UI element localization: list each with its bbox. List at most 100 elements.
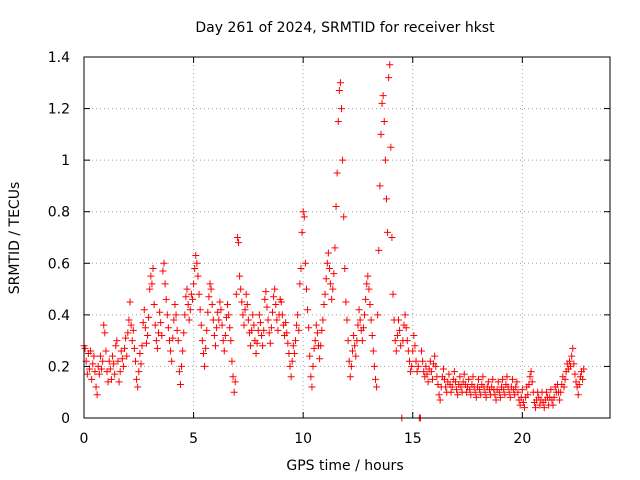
- data-point: [547, 386, 555, 394]
- data-point: [526, 373, 534, 381]
- data-point: [320, 301, 328, 309]
- data-point: [453, 386, 461, 394]
- data-point: [384, 228, 392, 236]
- data-point: [321, 290, 329, 298]
- data-point: [207, 285, 215, 293]
- data-point: [224, 301, 232, 309]
- data-point: [240, 321, 248, 329]
- data-point: [283, 329, 291, 337]
- data-point: [190, 280, 198, 288]
- data-point: [110, 360, 118, 368]
- x-tick-label: 0: [80, 431, 89, 447]
- data-point: [503, 373, 511, 381]
- data-point: [260, 326, 268, 334]
- data-point: [352, 352, 360, 360]
- data-point: [336, 79, 344, 87]
- data-point: [542, 388, 550, 396]
- data-point: [201, 362, 209, 370]
- data-point: [262, 288, 270, 296]
- data-point: [479, 373, 487, 381]
- data-point: [169, 334, 177, 342]
- data-point: [332, 203, 340, 211]
- data-point: [427, 368, 435, 376]
- data-point: [230, 388, 238, 396]
- data-point: [389, 290, 397, 298]
- data-point: [134, 383, 142, 391]
- data-point: [268, 308, 276, 316]
- data-point: [193, 259, 201, 267]
- data-point: [220, 347, 228, 355]
- data-point: [197, 321, 205, 329]
- data-point: [527, 368, 535, 376]
- y-tick-label: 0.6: [48, 256, 70, 272]
- x-tick-label: 10: [294, 431, 312, 447]
- data-point: [304, 306, 312, 314]
- data-point: [396, 326, 404, 334]
- data-point: [318, 326, 326, 334]
- data-point: [174, 337, 182, 345]
- data-point: [186, 306, 194, 314]
- data-point: [179, 347, 187, 355]
- data-point: [277, 298, 285, 306]
- y-tick-label: 0.2: [48, 359, 70, 375]
- data-point: [393, 331, 401, 339]
- data-point: [448, 383, 456, 391]
- data-point: [148, 280, 156, 288]
- data-point: [208, 301, 216, 309]
- data-point: [121, 344, 129, 352]
- data-point: [568, 352, 576, 360]
- data-point: [171, 301, 179, 309]
- data-point: [476, 386, 484, 394]
- data-point: [153, 344, 161, 352]
- data-point: [113, 337, 121, 345]
- data-point: [410, 331, 418, 339]
- data-point: [560, 383, 568, 391]
- data-point: [339, 156, 347, 164]
- data-point: [575, 380, 583, 388]
- data-point: [219, 337, 227, 345]
- data-point: [95, 370, 103, 378]
- data-point: [496, 393, 504, 401]
- data-point: [284, 339, 292, 347]
- data-point: [226, 324, 234, 332]
- y-tick-labels: 0 0.2 0.4 0.6 0.8 1 1.2 1.4: [48, 50, 70, 427]
- data-point: [243, 301, 251, 309]
- data-point: [386, 61, 394, 69]
- plot-frame: [83, 56, 611, 419]
- data-point: [571, 370, 579, 378]
- data-point: [289, 342, 297, 350]
- y-tick-label: 0: [61, 411, 70, 427]
- data-point: [216, 298, 224, 306]
- data-point: [133, 375, 141, 383]
- data-point: [116, 368, 124, 376]
- data-point: [366, 301, 374, 309]
- data-point: [403, 337, 411, 345]
- data-point: [556, 396, 564, 404]
- data-point: [312, 321, 320, 329]
- data-point: [170, 316, 178, 324]
- data-point: [442, 383, 450, 391]
- data-point: [381, 156, 389, 164]
- data-point: [549, 401, 557, 409]
- data-point: [521, 404, 529, 412]
- data-point: [129, 326, 137, 334]
- data-point: [471, 388, 479, 396]
- data-point: [114, 357, 122, 365]
- data-point: [501, 391, 509, 399]
- data-point: [365, 285, 373, 293]
- data-point: [456, 373, 464, 381]
- data-point: [106, 365, 114, 373]
- data-point: [489, 375, 497, 383]
- data-point: [156, 308, 164, 316]
- data-point: [346, 373, 354, 381]
- chart-title: Day 261 of 2024, SRMTID for receiver hks…: [195, 20, 495, 36]
- data-point: [115, 378, 123, 386]
- data-point: [287, 373, 295, 381]
- data-point: [370, 362, 378, 370]
- data-point: [432, 362, 440, 370]
- data-point: [445, 370, 453, 378]
- data-point: [472, 393, 480, 401]
- data-point: [528, 378, 536, 386]
- data-point: [203, 326, 211, 334]
